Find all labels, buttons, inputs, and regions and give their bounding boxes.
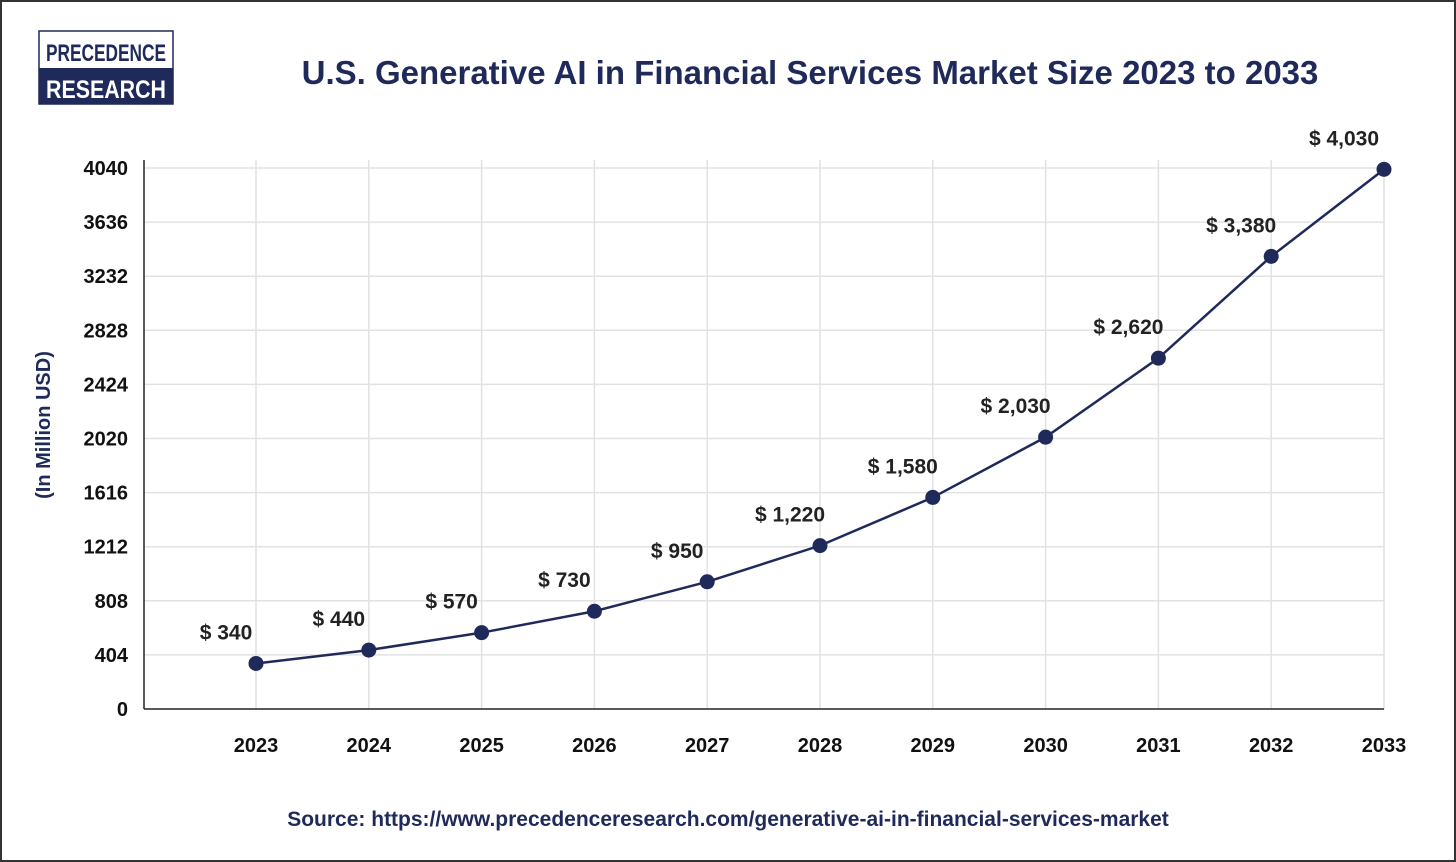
y-tick-label: 2424 <box>84 374 129 396</box>
data-label: $ 440 <box>313 608 366 631</box>
y-ticks: 0 404 808 1212 1616 2020 2424 2828 3232 3636 4040 <box>84 158 129 721</box>
logo-line1: PRECEDENCE <box>46 40 166 67</box>
data-label: $ 730 <box>538 569 591 592</box>
y-tick-label: 3636 <box>84 212 129 234</box>
y-tick-label: 808 <box>95 591 128 613</box>
data-point <box>699 574 715 590</box>
x-tick-label: 2023 <box>234 735 279 757</box>
y-tick-label: 404 <box>95 645 129 667</box>
data-label: $ 3,380 <box>1206 214 1276 237</box>
source-text: Source: https://www.precedenceresearch.c… <box>287 808 1169 831</box>
data-point <box>1038 429 1054 445</box>
data-point <box>474 625 490 641</box>
logo: PRECEDENCE RESEARCH <box>38 30 174 105</box>
x-tick-label: 2031 <box>1136 735 1181 757</box>
data-point <box>812 538 828 554</box>
data-label: $ 4,030 <box>1309 127 1379 150</box>
y-tick-label: 2828 <box>84 320 129 342</box>
x-tick-label: 2032 <box>1249 735 1294 757</box>
y-tick-label: 4040 <box>84 158 129 180</box>
y-axis-label: (In Million USD) <box>33 351 55 499</box>
chart-title: U.S. Generative AI in Financial Services… <box>302 54 1319 91</box>
x-tick-label: 2027 <box>685 735 730 757</box>
logo-line2: RESEARCH <box>46 76 166 104</box>
y-tick-label: 0 <box>117 699 128 721</box>
data-point <box>1376 161 1392 177</box>
y-tick-label: 3232 <box>84 266 129 288</box>
data-label: $ 950 <box>651 540 704 563</box>
data-point <box>925 489 941 505</box>
data-point <box>361 642 377 658</box>
x-tick-label: 2026 <box>572 735 617 757</box>
x-tick-label: 2028 <box>798 735 843 757</box>
y-tick-label: 1212 <box>84 537 129 559</box>
data-point <box>1263 248 1279 264</box>
data-point <box>248 655 264 671</box>
y-tick-label: 1616 <box>84 483 129 505</box>
data-point <box>586 603 602 619</box>
x-tick-label: 2025 <box>459 735 504 757</box>
data-label: $ 1,220 <box>755 504 825 527</box>
data-label: $ 340 <box>200 621 253 644</box>
series: $ 340 $ 440 $ 570 $ 730 $ 950 $ 1,220 $ 1,580 $… <box>200 127 1392 671</box>
x-tick-label: 2029 <box>911 735 956 757</box>
grid <box>143 160 1385 710</box>
data-label: $ 570 <box>425 591 478 614</box>
x-ticks: 2023 2024 2025 2026 2027 2028 2029 2030 2031 2032… <box>234 735 1407 757</box>
x-tick-label: 2024 <box>347 735 392 757</box>
data-label: $ 1,580 <box>868 455 938 478</box>
y-tick-label: 2020 <box>84 429 129 451</box>
x-tick-label: 2030 <box>1023 735 1068 757</box>
data-point <box>1150 350 1166 366</box>
data-label: $ 2,030 <box>981 395 1051 418</box>
x-tick-label: 2033 <box>1362 735 1407 757</box>
data-label: $ 2,620 <box>1093 316 1163 339</box>
